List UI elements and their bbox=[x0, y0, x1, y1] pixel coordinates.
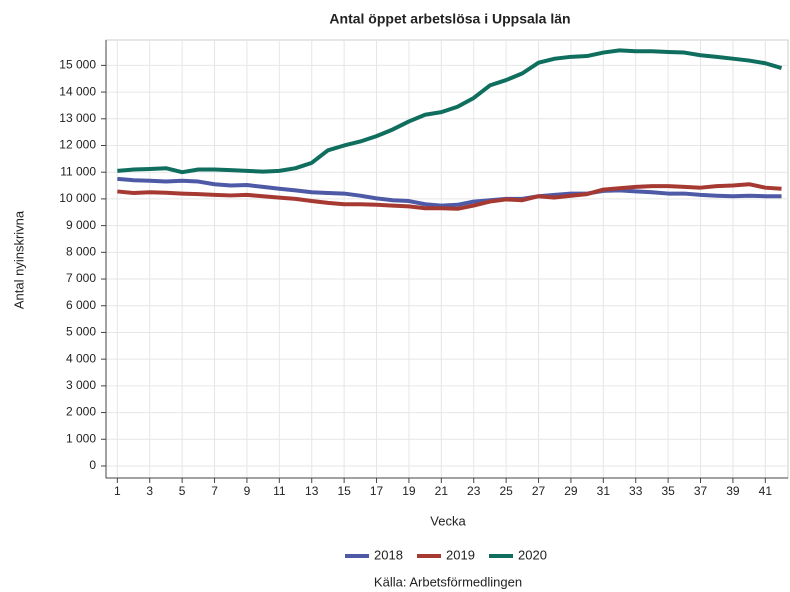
y-tick-label: 1 000 bbox=[66, 431, 96, 445]
y-tick-label: 2 000 bbox=[66, 405, 96, 419]
x-tick-label: 5 bbox=[179, 484, 186, 498]
x-tick-label: 41 bbox=[759, 484, 773, 498]
y-tick-label: 12 000 bbox=[59, 138, 96, 152]
series-line bbox=[117, 182, 782, 211]
y-tick-label: 3 000 bbox=[66, 378, 96, 392]
y-tick-label: 6 000 bbox=[66, 298, 96, 312]
x-tick-label: 23 bbox=[467, 484, 481, 498]
x-tick-label: 33 bbox=[629, 484, 643, 498]
x-tick-label: 25 bbox=[499, 484, 513, 498]
plot-area bbox=[105, 39, 789, 479]
y-axis-label: Antal nyinskrivna bbox=[11, 210, 26, 309]
x-tick-label: 3 bbox=[146, 484, 153, 498]
x-tick-label: 19 bbox=[402, 484, 416, 498]
y-tick-label: 5 000 bbox=[66, 325, 96, 339]
x-tick-label: 7 bbox=[211, 484, 218, 498]
y-tick-label: 8 000 bbox=[66, 244, 96, 258]
x-tick-label: 13 bbox=[305, 484, 319, 498]
y-tick-label: 7 000 bbox=[66, 271, 96, 285]
x-tick-label: 17 bbox=[370, 484, 384, 498]
y-tick-label: 15 000 bbox=[59, 58, 96, 72]
y-tick-label: 4 000 bbox=[66, 351, 96, 365]
y-tick-label: 14 000 bbox=[59, 84, 96, 98]
y-tick-label: 9 000 bbox=[66, 218, 96, 232]
chart-title: Antal öppet arbetslösa i Uppsala län bbox=[329, 11, 570, 27]
source: Källa: Arbetsförmedlingen bbox=[374, 574, 522, 589]
legend-label: 2020 bbox=[518, 547, 547, 562]
x-tick-label: 27 bbox=[532, 484, 546, 498]
x-tick-label: 21 bbox=[435, 484, 449, 498]
x-tick-label: 11 bbox=[273, 484, 286, 498]
x-tick-label: 31 bbox=[597, 484, 611, 498]
series-line bbox=[117, 176, 782, 208]
y-tick-label: 0 bbox=[89, 458, 96, 472]
y-tick-label: 11 000 bbox=[60, 164, 96, 178]
x-axis-label: Vecka bbox=[430, 513, 466, 528]
x-tick-label: 29 bbox=[564, 484, 578, 498]
x-tick-label: 9 bbox=[244, 484, 251, 498]
y-tick-label: 10 000 bbox=[59, 191, 96, 205]
x-tick-label: 37 bbox=[694, 484, 708, 498]
legend-label: 2019 bbox=[446, 547, 475, 562]
legend-label: 2018 bbox=[374, 547, 403, 562]
x-tick-label: 35 bbox=[661, 484, 675, 498]
series-line bbox=[117, 48, 783, 175]
x-tick-label: 15 bbox=[337, 484, 351, 498]
y-tick-label: 13 000 bbox=[59, 111, 96, 125]
x-tick-label: 1 bbox=[114, 484, 121, 498]
x-tick-label: 39 bbox=[726, 484, 740, 498]
